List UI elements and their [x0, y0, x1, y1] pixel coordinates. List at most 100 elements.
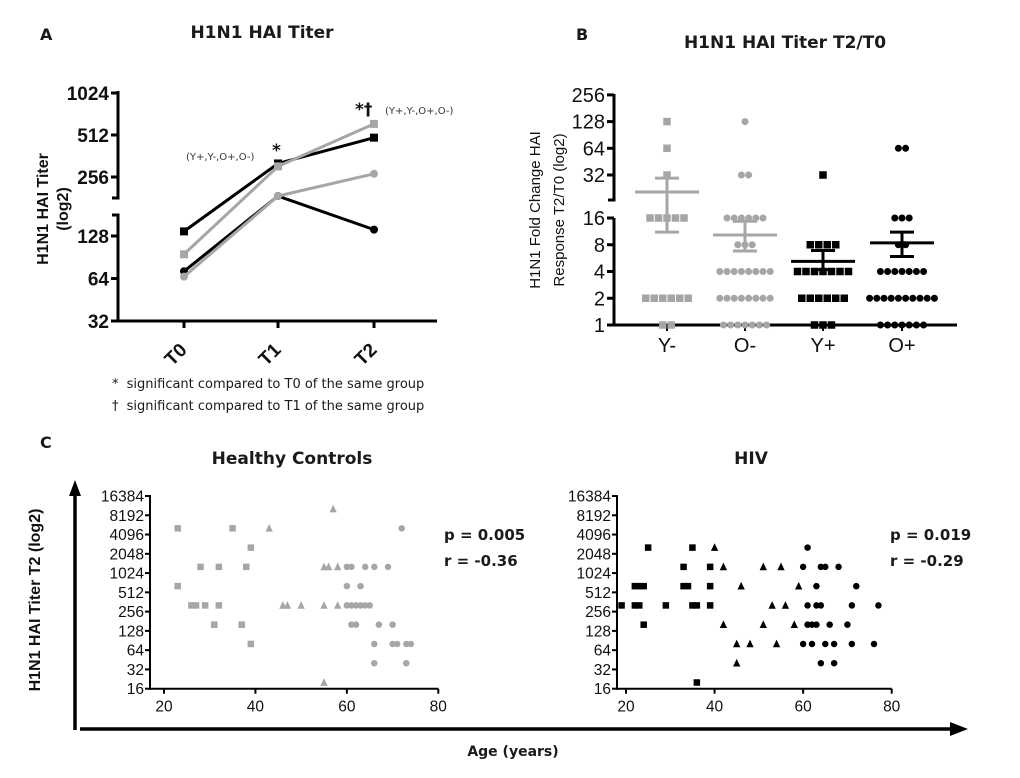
panel-b-point-Y- [663, 144, 671, 153]
healthy-point-circles [348, 621, 355, 628]
hiv-point-circles [835, 563, 842, 571]
healthy-point-circles [343, 563, 351, 571]
panel-b-point-O+ [916, 294, 924, 302]
panel-b-point-O+ [902, 144, 910, 152]
panel-b-point-Y- [650, 294, 658, 302]
big-y-arrowhead-icon [69, 480, 81, 496]
healthy-point-squares [211, 621, 218, 628]
series-gray-circle-point [274, 192, 282, 201]
panel-b-point-O+ [876, 268, 884, 275]
panel-a-ytick-label: 256 [77, 168, 109, 189]
panel-b-point-O+ [912, 321, 920, 329]
healthy-p-value: p = 0.005 [444, 526, 525, 544]
panel-b-point-O- [759, 214, 767, 222]
panel-a-ytick-label: 1024 [67, 84, 110, 105]
hiv-point-squares [631, 582, 639, 590]
hiv-xtick-label: 60 [795, 699, 813, 716]
hiv-point-triangles [719, 562, 728, 571]
healthy-point-circles [352, 602, 360, 609]
healthy-ytick-label: 1024 [110, 566, 145, 583]
panel-b-point-O+ [876, 321, 884, 329]
panel-b-point-O- [755, 321, 763, 329]
panel-b-point-Y+ [815, 294, 823, 302]
panel-b-point-O+ [909, 294, 917, 302]
healthy-point-squares [174, 582, 181, 590]
healthy-point-circles [371, 563, 378, 571]
hiv-point-circles [817, 602, 825, 609]
panel-b-point-O- [734, 241, 742, 249]
panel-b-point-O+ [920, 321, 928, 329]
healthy-point-triangles [324, 562, 333, 571]
healthy-xtick-label: 20 [155, 699, 173, 716]
healthy-ytick-label: 4096 [110, 527, 144, 544]
hiv-xtick-label: 80 [883, 699, 901, 716]
panel-b-point-O- [745, 171, 753, 179]
panel-b-point-O- [716, 294, 724, 302]
panel-b-point-O- [723, 268, 731, 275]
panel-b-point-Y+ [823, 241, 831, 249]
hiv-point-triangles [768, 601, 776, 609]
hiv-point-squares [706, 602, 714, 609]
hiv-point-squares [618, 602, 625, 609]
healthy-point-triangles [265, 524, 273, 532]
hiv-ytick-label: 32 [594, 662, 611, 679]
panel-letter-b: B [576, 25, 588, 44]
healthy-point-circles [389, 640, 396, 648]
panel-b-point-O+ [894, 144, 902, 152]
panel-b-point-Y+ [827, 267, 836, 276]
hiv-point-triangles [719, 620, 728, 629]
series-black-square-point [370, 133, 378, 142]
panel-b-point-Y- [671, 214, 680, 222]
panel-b-point-O+ [894, 294, 902, 302]
panel-b-point-O+ [884, 268, 892, 275]
panel-b-xtick-label: O- [734, 335, 756, 357]
healthy-point-circles [407, 640, 415, 648]
panel-b-point-O- [737, 214, 745, 222]
panel-b-point-Y+ [815, 241, 823, 249]
panel-b-point-O+ [923, 294, 931, 302]
panel-c-healthy-chart: Healthy Controls p = 0.005 r = -0.36 163… [101, 449, 525, 716]
panel-b-point-O- [730, 214, 738, 222]
hiv-ytick-label: 128 [585, 623, 611, 640]
hiv-point-squares [693, 679, 701, 686]
hiv-point-circles [853, 582, 860, 590]
hiv-point-circles [826, 621, 833, 628]
hiv-xtick-label: 40 [706, 699, 724, 716]
panel-b-chart: H1N1 HAI Titer T2/T0 H1N1 Fold Change HA… [527, 33, 957, 357]
healthy-point-squares [201, 602, 209, 609]
hiv-point-squares [662, 602, 670, 609]
hiv-point-circles [830, 659, 838, 667]
healthy-point-triangles [283, 601, 292, 609]
panel-b-ytick-label: 64 [583, 138, 605, 160]
healthy-point-squares [229, 525, 236, 532]
hiv-point-triangles [759, 562, 767, 571]
healthy-point-circles [371, 659, 378, 667]
panel-b-point-Y- [659, 321, 667, 329]
panel-b-point-O+ [884, 321, 892, 329]
panel-c-ylabel: H1N1 HAI Titer T2 (log2) [27, 509, 44, 692]
hiv-ytick-label: 512 [585, 585, 611, 602]
panel-b-point-O- [759, 294, 767, 302]
hiv-point-circles [822, 640, 829, 648]
hiv-point-squares [689, 544, 696, 551]
panel-b-point-O+ [880, 294, 888, 302]
panel-b-point-O- [727, 321, 735, 329]
footnote-dagger-symbol: † [112, 399, 119, 414]
panel-b-title: H1N1 HAI Titer T2/T0 [684, 33, 886, 53]
healthy-point-triangles [334, 601, 342, 609]
panel-b-point-O+ [920, 268, 928, 275]
healthy-point-circles [361, 602, 369, 609]
panel-b-ytick-label: 16 [583, 208, 605, 230]
series-gray-circle-point [370, 169, 378, 178]
panel-b-point-Y- [663, 117, 671, 126]
healthy-point-squares [247, 544, 255, 551]
panel-b-ytick-label: 128 [572, 112, 605, 134]
hiv-point-squares [706, 563, 714, 571]
hiv-r-value: r = -0.29 [890, 552, 964, 570]
hiv-point-circles [848, 640, 856, 648]
panel-b-point-O- [752, 214, 760, 222]
panel-a-title: H1N1 HAI Titer [190, 23, 334, 43]
panel-b-point-Y+ [793, 267, 802, 276]
panel-b-point-O+ [912, 268, 920, 275]
panel-a-ytick-label: 64 [88, 270, 110, 291]
